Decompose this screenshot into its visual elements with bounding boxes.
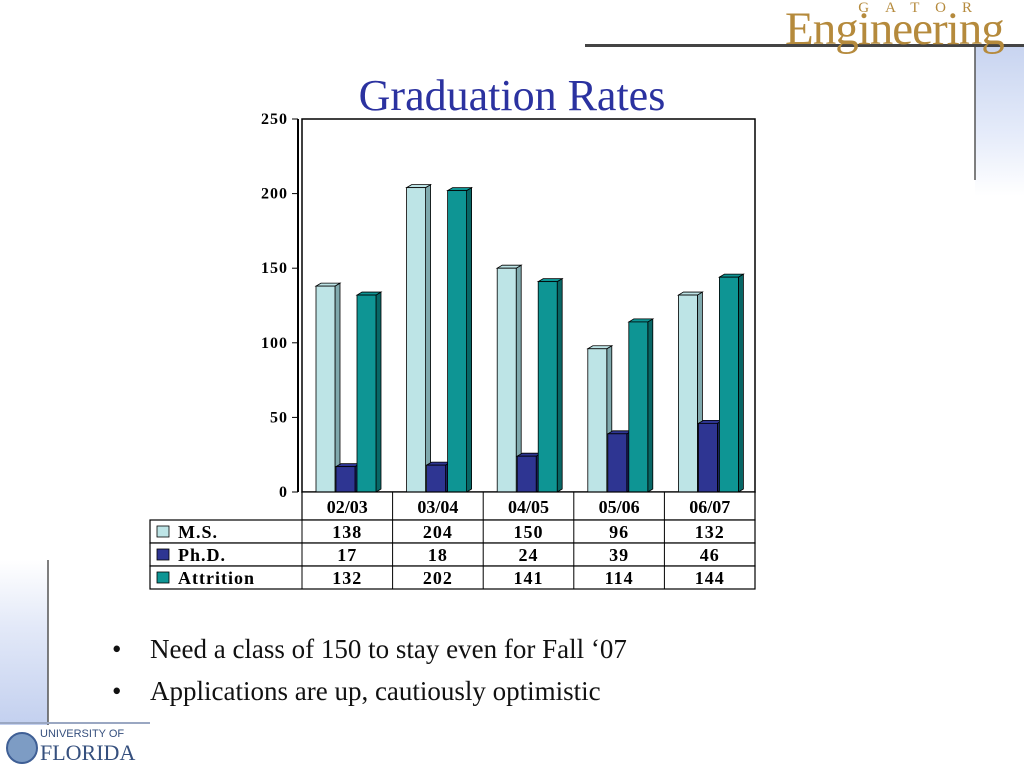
right-decorative-strip xyxy=(975,46,1024,196)
bullet-item: • Need a class of 150 to stay even for F… xyxy=(112,628,912,670)
bar-top xyxy=(717,273,745,278)
bar xyxy=(315,285,336,493)
bar-side xyxy=(738,273,744,493)
data-label: 114 xyxy=(605,568,634,588)
university-line2: FLORIDA xyxy=(40,740,136,765)
x-category-label: 05/06 xyxy=(599,497,640,517)
legend-swatch xyxy=(156,571,170,584)
data-label: 17 xyxy=(337,545,357,565)
bullet-list: • Need a class of 150 to stay even for F… xyxy=(112,628,912,712)
bar xyxy=(447,190,468,493)
data-label: 141 xyxy=(514,568,544,588)
x-category-label: 02/03 xyxy=(327,497,368,517)
logo-rule xyxy=(585,44,1024,47)
university-seal-icon xyxy=(6,732,38,764)
bullet-icon: • xyxy=(112,634,122,664)
data-label: 96 xyxy=(609,522,629,542)
bar-top xyxy=(314,282,342,287)
bar-top xyxy=(495,264,523,269)
bar xyxy=(719,276,739,493)
bar-side xyxy=(375,291,382,493)
bar xyxy=(335,466,356,493)
bullet-icon: • xyxy=(112,676,122,706)
y-tick-label: 100 xyxy=(261,335,288,352)
y-tick-label: 0 xyxy=(279,484,288,501)
data-label: 18 xyxy=(428,545,448,565)
bullet-text: Need a class of 150 to stay even for Fal… xyxy=(150,634,627,664)
bar xyxy=(426,464,447,493)
y-tick-label: 150 xyxy=(261,260,288,277)
table-row xyxy=(149,565,756,590)
bar-top xyxy=(515,452,543,457)
bar-side xyxy=(556,277,563,493)
data-label: 144 xyxy=(695,568,725,588)
logo-engineering-text: Engineering xyxy=(785,3,1005,55)
x-category-label: 03/04 xyxy=(417,497,458,517)
university-logo: UNIVERSITY OF FLORIDA xyxy=(0,722,150,768)
bar xyxy=(537,281,558,493)
bar-side xyxy=(647,318,654,493)
bar-top xyxy=(334,463,362,468)
data-label: 132 xyxy=(332,568,362,588)
data-label: 204 xyxy=(423,522,453,542)
bullet-item: • Applications are up, cautiously optimi… xyxy=(112,670,912,712)
data-label: 138 xyxy=(332,522,362,542)
bar xyxy=(496,267,517,493)
bar xyxy=(678,294,698,493)
bar-side xyxy=(334,282,341,493)
bar-top xyxy=(676,291,704,296)
legend-swatch xyxy=(156,548,170,561)
bar-top xyxy=(536,278,564,283)
x-category-label: 04/05 xyxy=(508,497,549,517)
legend-label: Attrition xyxy=(178,568,255,588)
bar-top xyxy=(586,345,614,350)
data-label: 24 xyxy=(519,545,539,565)
slide-title: Graduation Rates xyxy=(358,71,666,120)
legend-swatch xyxy=(156,525,170,538)
data-label: 46 xyxy=(700,545,720,565)
footer-rule xyxy=(0,722,150,724)
bar xyxy=(356,294,377,493)
bar-top xyxy=(425,461,453,466)
bar xyxy=(516,455,537,493)
bar-top xyxy=(627,318,655,323)
bullet-text: Applications are up, cautiously optimist… xyxy=(150,676,601,706)
bar-side xyxy=(466,186,473,493)
legend-label: M.S. xyxy=(178,522,218,542)
bar-top xyxy=(446,187,474,192)
bar xyxy=(698,422,718,493)
bar-top xyxy=(355,291,383,296)
bar-top xyxy=(405,184,433,189)
legend-label: Ph.D. xyxy=(178,545,226,565)
y-tick-label: 50 xyxy=(270,409,288,426)
left-decorative-strip xyxy=(0,560,48,725)
x-category-label: 06/07 xyxy=(689,497,730,517)
bar xyxy=(406,187,427,493)
data-label: 132 xyxy=(695,522,725,542)
bar xyxy=(587,348,608,493)
y-tick-label: 250 xyxy=(261,111,288,128)
bar-side xyxy=(425,183,432,493)
data-label: 150 xyxy=(514,522,544,542)
logo-gator-text: GATOR xyxy=(858,0,988,16)
data-label: 39 xyxy=(609,545,629,565)
bar xyxy=(607,433,628,493)
bar-top xyxy=(696,419,724,424)
bar xyxy=(628,321,649,493)
bar-top xyxy=(606,430,634,435)
data-label: 202 xyxy=(423,568,453,588)
y-tick-label: 200 xyxy=(261,186,288,203)
university-line1: UNIVERSITY OF xyxy=(40,728,125,740)
